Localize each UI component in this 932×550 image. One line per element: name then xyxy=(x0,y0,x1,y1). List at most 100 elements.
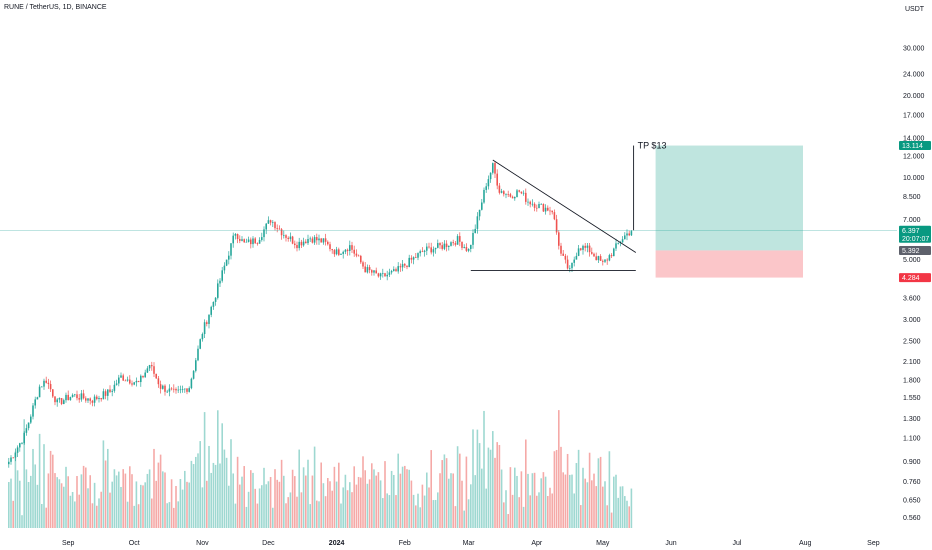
volume-bar xyxy=(553,451,556,528)
candle-body xyxy=(155,373,157,379)
x-tick-label: Apr xyxy=(531,540,543,547)
volume-bar xyxy=(219,463,221,528)
volume-bar xyxy=(225,457,228,528)
countdown-text: 20:07:07 xyxy=(902,236,929,243)
candle-body xyxy=(509,194,512,197)
candle-body xyxy=(291,236,294,244)
volume-bar xyxy=(153,448,155,528)
volume-bar xyxy=(560,446,562,528)
volume-bar xyxy=(384,461,386,528)
x-tick-label: 2024 xyxy=(329,540,345,547)
candle-body xyxy=(487,179,490,187)
candle-body xyxy=(100,398,102,400)
volume-bar xyxy=(58,479,61,528)
candle-body xyxy=(16,447,19,453)
candle-body xyxy=(575,255,578,260)
volume-bar xyxy=(551,493,553,528)
candle-body xyxy=(76,394,78,399)
volume-bar xyxy=(267,481,270,528)
candle-body xyxy=(551,210,553,213)
drawings[interactable]: TP $13 xyxy=(0,141,897,271)
candle-body xyxy=(47,382,50,385)
volume-bar xyxy=(401,466,404,528)
volume-bar xyxy=(245,506,248,528)
candle-body xyxy=(608,255,611,261)
volume-bar xyxy=(221,423,223,528)
price-axis[interactable]: 30.000 24.000 20.000 17.000 14.000 12.000 10.0… xyxy=(899,45,931,522)
volume-bar xyxy=(630,488,633,528)
volume-bar xyxy=(254,488,256,528)
time-axis[interactable]: Sep Oct Nov Dec 2024 Feb Mar Apr May Jun Jul Aug Sep xyxy=(62,540,880,547)
candle-body xyxy=(188,388,190,392)
volume-bar xyxy=(34,464,36,528)
candle-body xyxy=(258,239,261,244)
volume-bar xyxy=(74,501,76,528)
volume-bar xyxy=(278,481,281,528)
volume-bar xyxy=(41,504,43,528)
target-price-badge xyxy=(899,141,931,151)
candle-body xyxy=(388,272,391,275)
loss-zone[interactable] xyxy=(655,250,803,278)
volume-bar xyxy=(509,467,512,528)
volume-bar xyxy=(610,512,613,528)
volume-bar xyxy=(485,488,487,528)
profit-zone[interactable] xyxy=(655,145,803,251)
candle-body xyxy=(239,239,241,241)
candle-body xyxy=(78,398,80,400)
volume-bar xyxy=(93,482,96,528)
candle-body xyxy=(454,243,457,245)
candle-body xyxy=(126,379,129,381)
candle-body xyxy=(593,253,595,257)
candle-body xyxy=(500,191,503,193)
volume-bar xyxy=(166,503,168,528)
candle-body xyxy=(261,237,263,240)
candle-body xyxy=(245,241,248,243)
candle-body xyxy=(472,232,474,245)
candle-body xyxy=(280,229,283,236)
volume-bar xyxy=(217,410,219,528)
descending-trendline[interactable] xyxy=(492,159,637,253)
candle-body xyxy=(23,432,25,444)
volume-bar xyxy=(239,484,241,528)
candle-body xyxy=(223,265,226,271)
volume-bar xyxy=(291,469,294,528)
current-price-badge-text: 6.397 xyxy=(902,228,920,235)
y-tick-label: 1.300 xyxy=(903,416,921,423)
volume-bar xyxy=(362,456,364,528)
volume-bar xyxy=(60,483,63,528)
volume-bar xyxy=(520,471,523,528)
candle-body xyxy=(320,238,322,243)
volume-bar xyxy=(382,498,384,528)
candle-body xyxy=(232,235,234,244)
candle-body xyxy=(38,386,41,398)
candle-body xyxy=(503,191,505,195)
long-position-tool[interactable] xyxy=(655,145,803,278)
candle-body xyxy=(296,245,298,249)
candle-body xyxy=(131,383,133,385)
volume-bar xyxy=(397,453,399,528)
candle-body xyxy=(390,270,393,273)
candle-body xyxy=(353,249,355,254)
volume-bar xyxy=(318,501,320,528)
candle-body xyxy=(52,389,54,397)
candle-body xyxy=(511,196,514,199)
entry-price-badge xyxy=(899,245,931,255)
volume-bar xyxy=(536,495,538,528)
y-tick-label: 8.500 xyxy=(903,194,921,201)
volume-bar xyxy=(71,492,74,528)
volume-bar xyxy=(151,498,153,528)
volume-bar xyxy=(212,462,215,528)
candle-body xyxy=(626,233,628,236)
volume-bar xyxy=(305,475,307,528)
volume-bar xyxy=(604,481,606,528)
volume-bar xyxy=(522,506,525,528)
candle-body xyxy=(311,238,314,243)
volume-bar xyxy=(544,476,547,528)
chart-title: RUNE / TetherUS, 1D, BINANCE xyxy=(4,4,107,11)
candle-body xyxy=(151,365,153,367)
candle-body xyxy=(69,397,72,401)
volume-bar xyxy=(421,484,424,528)
volume-bar xyxy=(250,470,252,528)
candlestick-series xyxy=(8,161,633,468)
